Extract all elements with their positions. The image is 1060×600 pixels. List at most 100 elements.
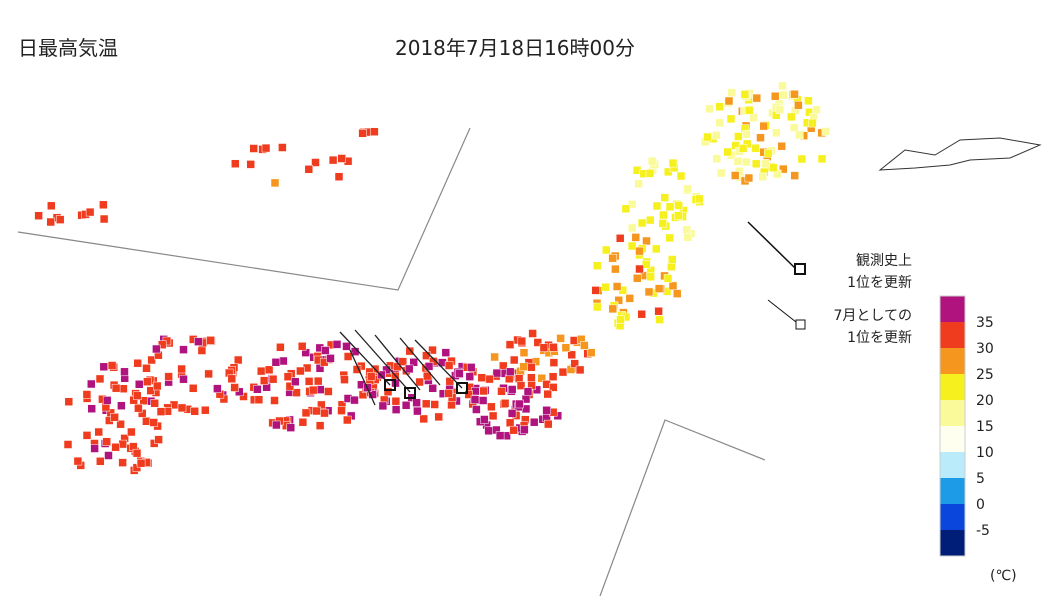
- station: [537, 373, 547, 383]
- station: [724, 96, 734, 106]
- station: [520, 425, 529, 435]
- station: [157, 340, 167, 349]
- station: [627, 241, 637, 251]
- station: [34, 211, 43, 220]
- station: [315, 421, 325, 430]
- station: [580, 341, 589, 350]
- station: [412, 398, 421, 407]
- station: [715, 102, 724, 111]
- station: [712, 131, 721, 140]
- station: [515, 399, 524, 409]
- station: [641, 260, 651, 269]
- station: [283, 372, 293, 381]
- station: [660, 193, 670, 202]
- station: [118, 439, 128, 449]
- station: [548, 372, 558, 381]
- station: [751, 159, 761, 169]
- station: [334, 172, 344, 181]
- station: [611, 264, 620, 274]
- station: [134, 380, 144, 389]
- station: [321, 346, 330, 355]
- station: [586, 348, 596, 357]
- station: [152, 344, 161, 354]
- station: [149, 418, 158, 427]
- station: [695, 194, 704, 204]
- station: [206, 336, 215, 345]
- station: [177, 403, 187, 413]
- station: [147, 355, 156, 365]
- station: [775, 105, 785, 114]
- station: [777, 141, 786, 151]
- station: [87, 379, 96, 389]
- station: [190, 407, 199, 416]
- station: [549, 343, 558, 352]
- station: [591, 286, 600, 295]
- station: [154, 435, 163, 444]
- station: [235, 387, 244, 397]
- station: [665, 233, 675, 243]
- station: [320, 408, 329, 418]
- station: [298, 417, 308, 427]
- station: [286, 423, 296, 432]
- coastline: [878, 137, 1042, 171]
- station: [119, 384, 128, 393]
- station: [637, 309, 646, 319]
- colorbar: 35 30 25 20 15 10 5 0 -5: [939, 295, 994, 557]
- station: [495, 431, 505, 440]
- station: [497, 387, 506, 396]
- station: [444, 361, 454, 370]
- station: [107, 361, 117, 370]
- station: [231, 159, 240, 168]
- station: [358, 129, 367, 138]
- station: [230, 383, 239, 392]
- record-mark: [456, 382, 468, 394]
- station: [484, 426, 493, 436]
- station: [654, 284, 664, 293]
- leader-line: [414, 339, 463, 389]
- legend-symbol: [795, 319, 806, 330]
- station: [466, 363, 476, 372]
- station: [676, 171, 686, 181]
- station: [434, 412, 443, 422]
- station: [477, 373, 487, 382]
- station: [770, 91, 780, 101]
- station: [742, 130, 751, 139]
- station: [682, 225, 691, 235]
- station: [672, 289, 682, 298]
- station: [487, 402, 496, 412]
- leader-line: [374, 334, 421, 391]
- station: [46, 217, 55, 227]
- station: [99, 362, 109, 372]
- station: [642, 236, 651, 246]
- station: [441, 348, 451, 357]
- colorbar-segment: [940, 322, 965, 348]
- station: [421, 399, 431, 409]
- station: [761, 159, 770, 168]
- colorbar-segment: [940, 478, 965, 504]
- station: [492, 368, 502, 378]
- station: [778, 81, 787, 91]
- station: [652, 201, 662, 211]
- station: [134, 403, 143, 413]
- colorbar-tick-label: 25: [976, 367, 994, 383]
- station: [790, 171, 799, 180]
- station: [324, 387, 333, 396]
- station: [332, 340, 342, 349]
- station: [179, 345, 188, 354]
- station: [444, 389, 453, 398]
- station: [254, 395, 264, 404]
- leader-line: [354, 329, 411, 393]
- station: [616, 315, 625, 324]
- record-marks: [384, 379, 468, 399]
- station: [741, 157, 751, 167]
- leader-line: [349, 349, 376, 406]
- station: [772, 128, 781, 137]
- station: [301, 408, 311, 418]
- station: [674, 201, 683, 210]
- station: [102, 396, 112, 405]
- station: [47, 201, 56, 211]
- station: [304, 165, 314, 174]
- station: [233, 355, 243, 365]
- station: [296, 366, 305, 376]
- station: [726, 114, 736, 124]
